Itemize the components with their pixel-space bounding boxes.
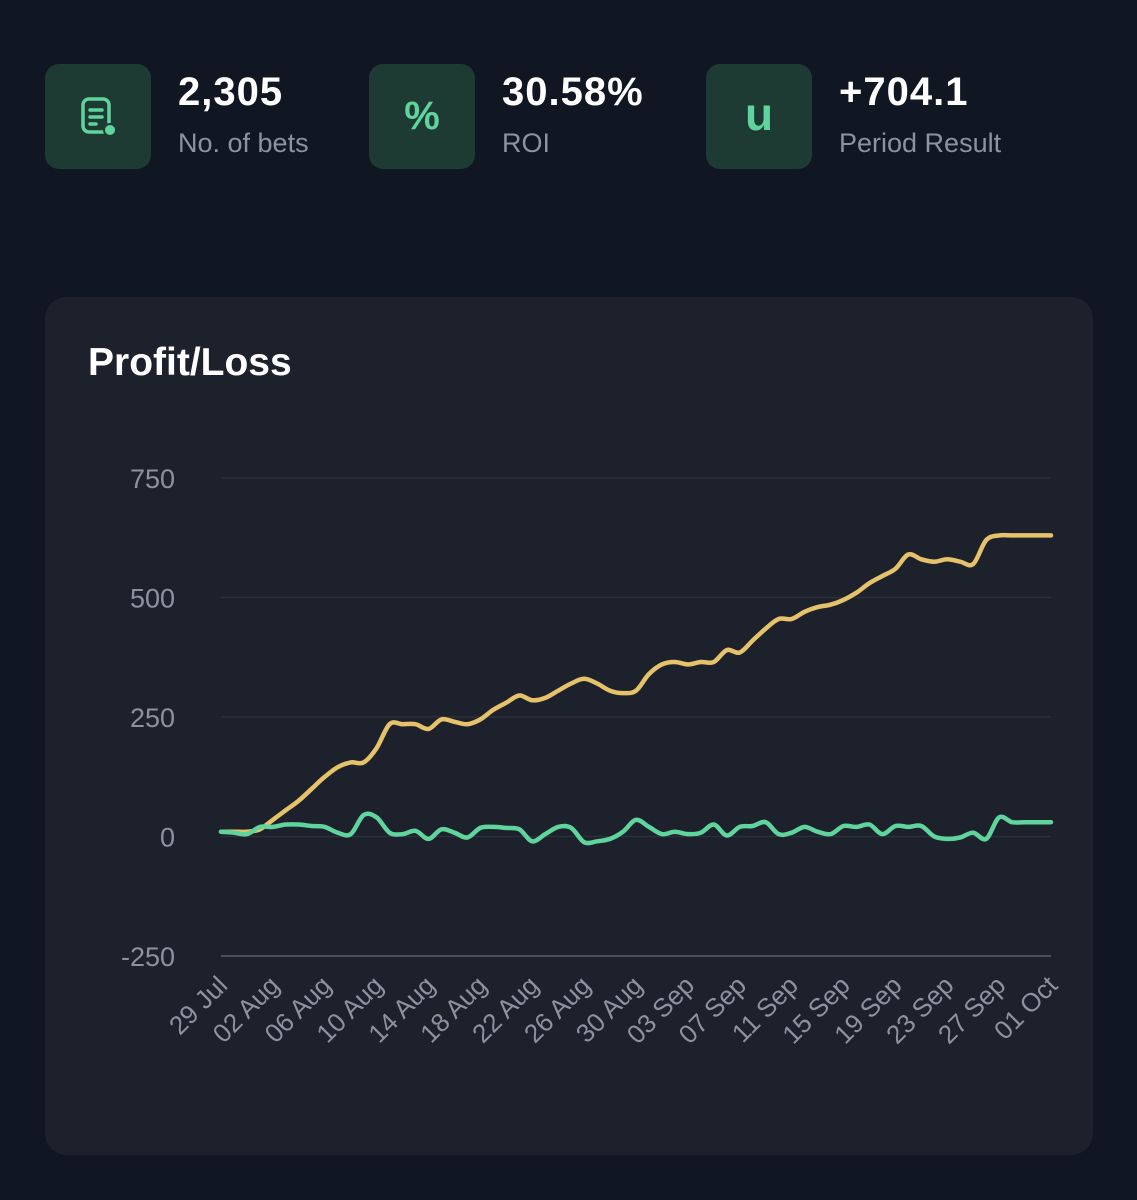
units-glyph: u bbox=[744, 87, 774, 140]
stats-row: 2,305 No. of bets % 30.58% ROI u +704.1 … bbox=[45, 64, 1092, 170]
series-line-1 bbox=[218, 811, 1054, 846]
y-tick-label: 750 bbox=[130, 464, 175, 494]
percent-icon: % bbox=[369, 64, 475, 169]
y-tick-label: -250 bbox=[121, 942, 175, 972]
bets-list-icon bbox=[45, 64, 151, 169]
roi-label: ROI bbox=[502, 128, 551, 158]
bets-count-label: No. of bets bbox=[178, 128, 309, 158]
y-tick-label: 250 bbox=[130, 703, 175, 733]
roi-value: 30.58% bbox=[502, 70, 644, 114]
units-icon: u bbox=[706, 64, 812, 169]
series-line-0 bbox=[218, 532, 1054, 835]
y-tick-label: 500 bbox=[130, 584, 175, 614]
bets-count-value: 2,305 bbox=[178, 70, 284, 114]
profit-loss-card: Profit/Loss 750 500 250 0 -250 29 Jul 02 Aug 06… bbox=[45, 297, 1093, 1155]
period-result-value: +704.1 bbox=[839, 70, 969, 114]
y-tick-label: 0 bbox=[160, 823, 175, 853]
period-result-label: Period Result bbox=[839, 128, 1002, 158]
chart-title: Profit/Loss bbox=[88, 341, 292, 384]
percent-glyph: % bbox=[404, 94, 440, 138]
